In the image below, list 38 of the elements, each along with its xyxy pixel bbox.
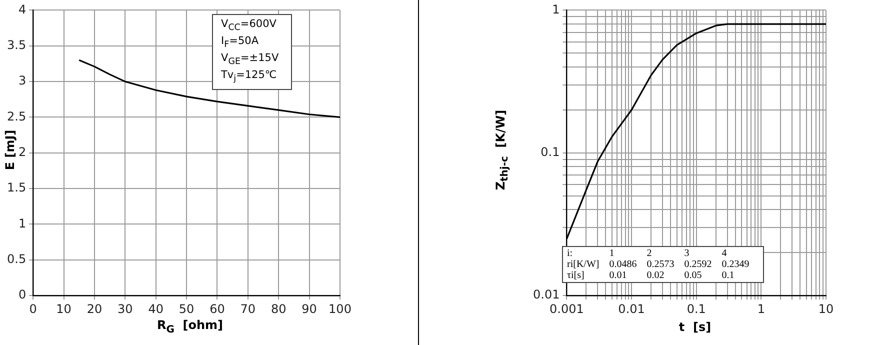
text: i: 1 2 3 4	[567, 248, 727, 259]
y-tick-label: 0.5	[6, 252, 26, 266]
text: τi[s] 0.01 0.02 0.05 0.1	[567, 270, 734, 281]
y-tick-label: 1	[18, 216, 26, 230]
y-tick-label: 2.5	[6, 109, 26, 124]
x-tick-label: 80	[270, 302, 286, 316]
y-tick-label: 0.01	[533, 288, 560, 302]
x-tick-label: 20	[86, 302, 102, 316]
annotation: I$_{F}$=50A	[221, 35, 258, 50]
x-tick-label: 10	[56, 302, 72, 316]
x-tick-label: 30	[118, 302, 133, 316]
x-tick-label: 90	[302, 302, 317, 316]
y-tick-label: 4	[18, 2, 26, 16]
annotation: V$_{GE}$=±15V	[221, 52, 279, 68]
y-axis-title: E [mJ]	[3, 130, 17, 170]
x-tick-label: 1	[757, 302, 765, 316]
x-tick-label: 0.01	[618, 302, 645, 316]
y-tick-label: 2	[18, 145, 26, 160]
x-tick-label: 60	[210, 302, 225, 316]
y-tick-label: 0	[18, 288, 26, 302]
y-tick-label: 3.5	[6, 38, 26, 52]
y-tick-label: 0.1	[540, 145, 560, 160]
annotation: Tv$_{j}$=125℃	[221, 69, 277, 84]
x-tick-label: 0.1	[686, 302, 706, 316]
y-tick-label: 3	[18, 74, 26, 88]
x-axis-title: R$_{G}$ [ohm]	[156, 318, 224, 336]
y-tick-label: 1	[552, 2, 560, 16]
x-tick-label: 70	[240, 302, 256, 316]
x-tick-label: 0.001	[550, 302, 584, 316]
x-axis-title: t [s]	[678, 320, 712, 334]
x-tick-label: 100	[328, 302, 352, 316]
x-tick-label: 40	[148, 302, 164, 316]
annotation: ri[K/W] 0.0486 0.2573 0.2592 0.2349	[567, 259, 750, 270]
y-tick-label: 1.5	[6, 180, 26, 195]
x-tick-label: 10	[818, 302, 834, 316]
x-tick-label: 0	[29, 302, 37, 316]
annotation: V$_{CC}$=600V	[221, 18, 276, 34]
x-tick-label: 50	[178, 302, 194, 316]
